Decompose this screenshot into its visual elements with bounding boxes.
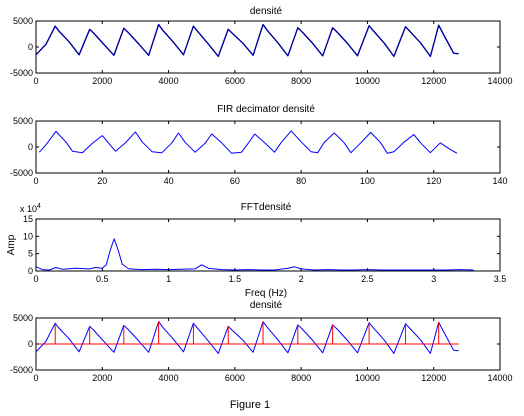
subplot-2-xtick-label: 40	[164, 176, 174, 186]
subplot-3-xticks: 0 0.5 1 1.5 2 2.5 3 3.5	[33, 219, 506, 284]
subplot-2-xtick-label: 100	[360, 176, 375, 186]
subplot-1-ytick-label: 0	[28, 42, 33, 52]
subplot-3-xlabel: Freq (Hz)	[245, 288, 287, 299]
subplot-2-yticks: -5000 0 5000	[10, 116, 500, 178]
subplot-1-plot	[35, 23, 459, 58]
subplot-1-xtick-label: 2000	[92, 76, 112, 86]
subplot-4-ytick-label: -5000	[10, 365, 33, 375]
subplot-2-series-line	[38, 130, 458, 154]
subplot-4-series-line	[35, 321, 459, 354]
subplot-3-ytick-label: 15	[23, 214, 33, 224]
subplot-4-title: densité	[250, 300, 283, 311]
subplot-2-xtick-label: 0	[33, 176, 38, 186]
subplot-3-xtick-label: 3	[431, 274, 436, 284]
subplot-4: densité 0 2000 4000 6000 8000 10000 12000 14000…	[10, 300, 513, 383]
subplot-3-xtick-label: 0.5	[96, 274, 109, 284]
subplot-3-plot	[35, 238, 474, 271]
subplot-4-xticks: 0 2000 4000 6000 8000 10000 12000 14000	[33, 318, 513, 383]
subplot-2-xtick-label: 80	[296, 176, 306, 186]
subplot-1-ytick-label: 5000	[13, 16, 33, 26]
subplot-1: densité 0 2000 4000 6000 8000 10000 12000 14000…	[10, 6, 513, 86]
subplot-4-yticks: -5000 0 5000	[10, 313, 500, 375]
subplot-1-xtick-label: 0	[33, 76, 38, 86]
subplot-3-title: FFTdensité	[241, 202, 292, 213]
subplot-2-xticks: 0 20 40 60 80 100 120 140	[33, 121, 508, 186]
subplot-4-xtick-label: 6000	[225, 373, 245, 383]
subplot-4-ytick-label: 5000	[13, 313, 33, 323]
subplot-3-xtick-label: 1	[166, 274, 171, 284]
subplot-3-xtick-label: 3.5	[494, 274, 507, 284]
subplot-1-xticks: 0 2000 4000 6000 8000 10000 12000 14000	[33, 21, 513, 86]
subplot-3-ytick-label: 10	[23, 231, 33, 241]
subplot-2-xtick-label: 20	[97, 176, 107, 186]
subplot-3-multiplier: x 104	[20, 203, 41, 214]
subplot-3-xtick-label: 0	[33, 274, 38, 284]
subplot-4-xtick-label: 14000	[487, 373, 512, 383]
subplot-3-xtick-label: 2	[299, 274, 304, 284]
subplot-2-plot	[38, 130, 458, 154]
subplot-4-xtick-label: 8000	[291, 373, 311, 383]
subplot-1-xtick-label: 6000	[225, 76, 245, 86]
subplot-1-xtick-label: 10000	[355, 76, 380, 86]
subplot-3-yticks: 0 5 10 15	[23, 214, 500, 276]
subplot-2-ytick-label: 0	[28, 142, 33, 152]
subplot-1-xtick-label: 8000	[291, 76, 311, 86]
subplot-2-ytick-label: 5000	[13, 116, 33, 126]
subplot-4-xtick-label: 2000	[92, 373, 112, 383]
subplot-1-ytick-label: -5000	[10, 68, 33, 78]
subplot-1-xtick-label: 4000	[159, 76, 179, 86]
subplot-3-series-line	[35, 238, 474, 271]
subplot-2: FIR decimator densité 0 20 40 60 80 100 120 140…	[10, 104, 508, 186]
subplot-1-xtick-label: 12000	[421, 76, 446, 86]
figure-caption: Figure 1	[230, 399, 270, 411]
subplot-1-series-line	[35, 23, 459, 58]
subplot-2-xtick-label: 120	[426, 176, 441, 186]
subplot-3-xtick-label: 2.5	[361, 274, 374, 284]
subplot-2-ytick-label: -5000	[10, 168, 33, 178]
subplot-3-ytick-label: 5	[28, 249, 33, 259]
subplot-4-xtick-label: 12000	[421, 373, 446, 383]
subplot-1-xtick-label: 14000	[487, 76, 512, 86]
subplot-4-xtick-label: 0	[33, 373, 38, 383]
subplot-4-ytick-label: 0	[28, 339, 33, 349]
subplot-3: FFTdensité x 104 Amp 0 0.5 1 1.5 2 2.5 3 3.5 0 5…	[6, 202, 506, 299]
subplot-3-ylabel: Amp	[6, 234, 17, 255]
subplot-2-title: FIR decimator densité	[217, 104, 315, 115]
subplot-1-title: densité	[250, 6, 283, 17]
subplot-4-xtick-label: 10000	[355, 373, 380, 383]
subplot-2-xtick-label: 140	[492, 176, 507, 186]
subplot-3-ytick-label: 0	[28, 266, 33, 276]
subplot-3-frame	[35, 218, 501, 272]
subplot-4-xtick-label: 4000	[159, 373, 179, 383]
subplot-3-xtick-label: 1.5	[229, 274, 242, 284]
subplot-1-yticks: -5000 0 5000	[10, 16, 500, 78]
subplot-2-xtick-label: 60	[230, 176, 240, 186]
subplot-4-plot	[35, 321, 459, 354]
